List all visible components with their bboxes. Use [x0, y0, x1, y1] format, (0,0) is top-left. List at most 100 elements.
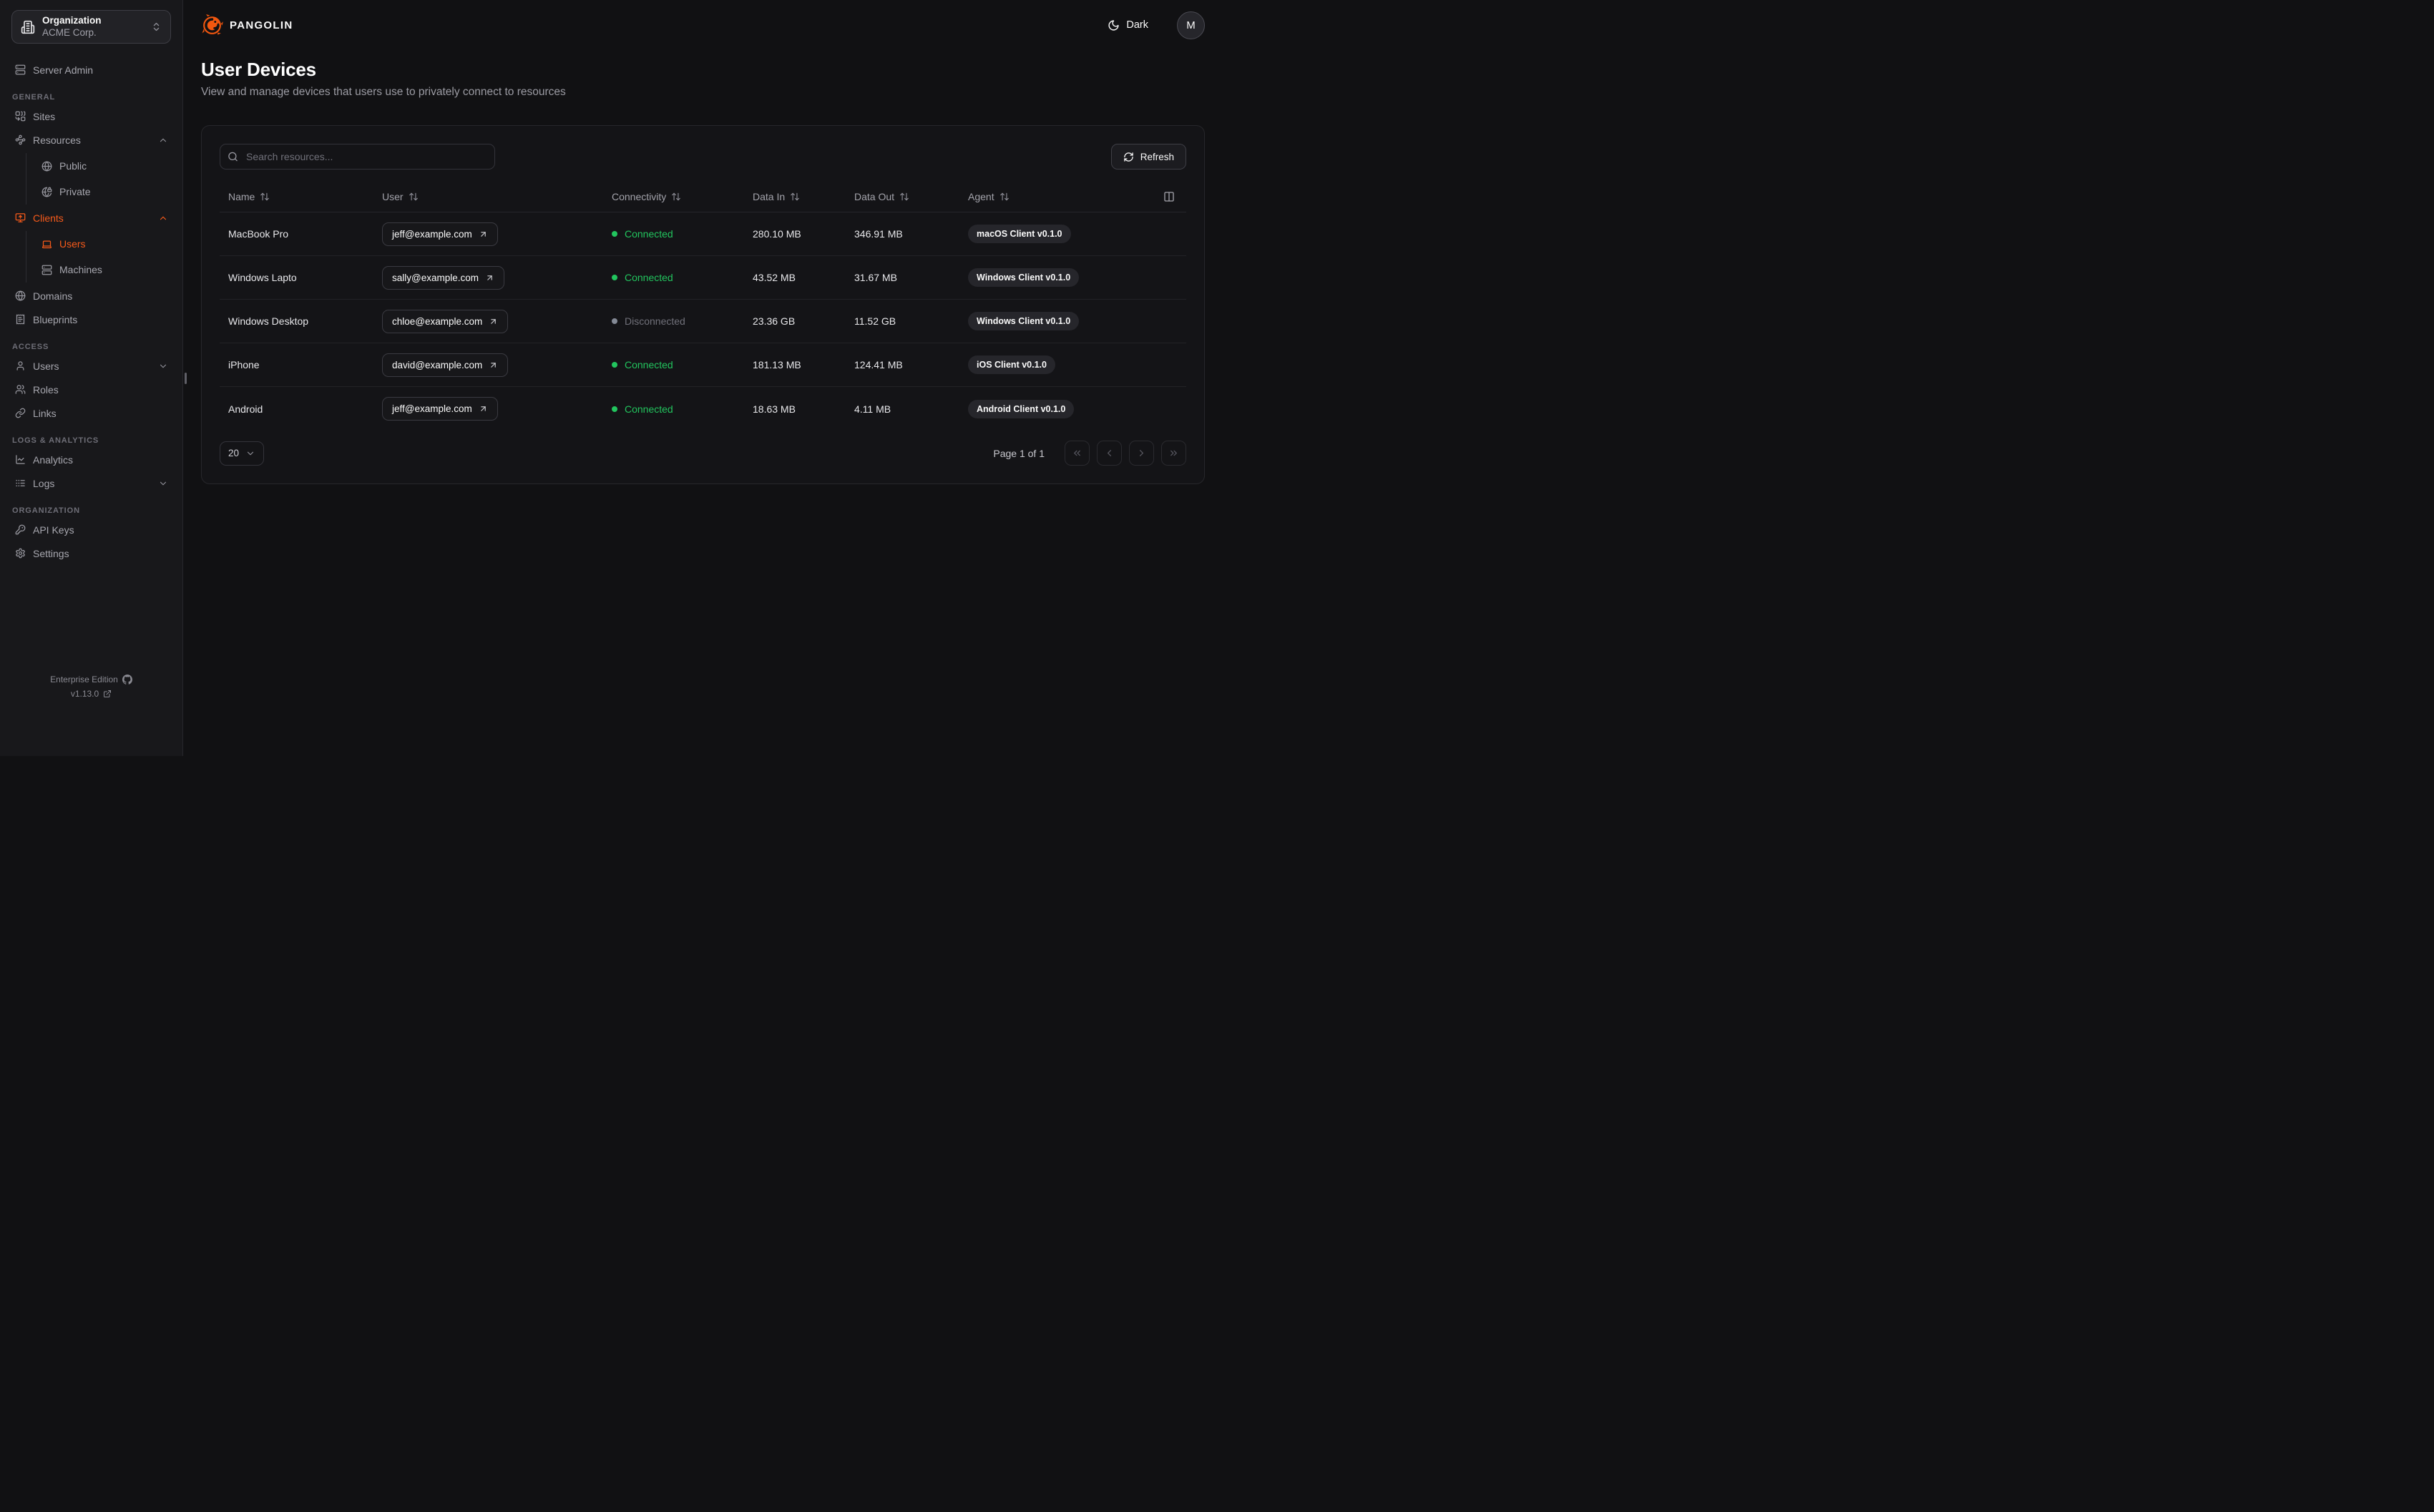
sidebar-item-clients[interactable]: Clients [11, 206, 171, 230]
sidebar-item-label: Analytics [33, 453, 74, 466]
column-label: Data Out [854, 190, 895, 202]
sidebar-item-sites[interactable]: Sites [11, 104, 171, 128]
org-selector[interactable]: Organization ACME Corp. [11, 10, 171, 44]
sidebar-footer: Enterprise Edition v1.13.0 [11, 674, 171, 699]
logs-icon [15, 478, 26, 489]
sort-icon [409, 192, 419, 202]
user-link-button[interactable]: jeff@example.com [382, 222, 498, 246]
gear-icon [15, 548, 26, 559]
sidebar-item-label: Domains [33, 290, 73, 302]
sidebar-item-private[interactable]: Private [26, 179, 171, 205]
sidebar-item-client-users[interactable]: Users [26, 231, 171, 257]
pagination-controls: Page 1 of 1 [993, 441, 1186, 466]
pangolin-logo-icon [201, 14, 223, 36]
user-icon [15, 360, 26, 371]
github-icon[interactable] [122, 674, 132, 684]
chevrons-left-icon [1072, 448, 1082, 458]
card-toolbar: Refresh [220, 144, 1186, 170]
status-dot-icon [612, 275, 617, 280]
page-size-value: 20 [228, 448, 240, 458]
column-header-name[interactable]: Name [220, 191, 373, 202]
device-name: Windows Lapto [228, 272, 297, 283]
org-current-value: ACME Corp. [42, 26, 97, 38]
chevron-down-icon [158, 361, 168, 371]
sidebar-item-label: Clients [33, 212, 64, 224]
sort-icon [260, 192, 270, 202]
status-label: Disconnected [625, 315, 685, 327]
chevron-up-icon [158, 135, 168, 145]
status-label: Connected [625, 228, 673, 240]
column-header-data-in[interactable]: Data In [744, 191, 846, 202]
sidebar: Organization ACME Corp. Server Admin GEN… [0, 0, 183, 756]
agent-badge: macOS Client v0.1.0 [968, 225, 1071, 243]
page-size-select[interactable]: 20 [220, 441, 264, 466]
agent-badge: iOS Client v0.1.0 [968, 355, 1055, 374]
sidebar-item-label: Resources [33, 134, 81, 146]
column-label: User [382, 190, 404, 202]
sidebar-item-users[interactable]: Users [11, 354, 171, 378]
brand[interactable]: PANGOLIN [201, 14, 293, 36]
arrow-up-right-icon [489, 360, 498, 370]
user-link-button[interactable]: chloe@example.com [382, 309, 509, 333]
sidebar-item-links[interactable]: Links [11, 401, 171, 425]
theme-label: Dark [1126, 19, 1148, 31]
sidebar-item-settings[interactable]: Settings [11, 541, 171, 565]
sort-icon [790, 192, 800, 202]
column-header-data-out[interactable]: Data Out [846, 191, 959, 202]
user-email: david@example.com [392, 359, 483, 370]
sidebar-item-machines[interactable]: Machines [26, 257, 171, 283]
sidebar-item-resources[interactable]: Resources [11, 128, 171, 152]
user-link-button[interactable]: jeff@example.com [382, 397, 498, 421]
status-dot-icon [612, 362, 617, 368]
next-page-button[interactable] [1129, 441, 1154, 466]
section-label-general: GENERAL [12, 93, 56, 102]
agent-badge: Windows Client v0.1.0 [968, 268, 1080, 287]
sidebar-item-label: Public [59, 160, 87, 172]
table-row: iPhone david@example.com Connected 181.1… [220, 343, 1186, 387]
external-link-icon[interactable] [103, 689, 112, 698]
sort-icon [899, 192, 909, 202]
agent-badge: Android Client v0.1.0 [968, 399, 1075, 418]
section-label-logs-analytics: LOGS & ANALYTICS [12, 436, 99, 445]
first-page-button[interactable] [1065, 441, 1090, 466]
sidebar-item-label: Users [59, 238, 86, 250]
sidebar-item-label: Roles [33, 383, 59, 396]
theme-toggle[interactable]: Dark [1108, 19, 1148, 31]
sidebar-scrollbar-thumb[interactable] [185, 373, 187, 384]
sidebar-item-server-admin[interactable]: Server Admin [11, 58, 171, 82]
chevron-right-icon [1136, 448, 1147, 458]
status-badge: Connected [603, 228, 744, 240]
data-out-value: 11.52 GB [854, 315, 896, 327]
last-page-button[interactable] [1161, 441, 1186, 466]
refresh-button[interactable]: Refresh [1110, 144, 1186, 170]
sidebar-item-public[interactable]: Public [26, 153, 171, 179]
status-dot-icon [612, 231, 617, 237]
main-area: PANGOLIN Dark M User Devices View and ma… [183, 0, 1217, 756]
sidebar-item-label: API Keys [33, 524, 74, 536]
previous-page-button[interactable] [1097, 441, 1122, 466]
sidebar-item-api-keys[interactable]: API Keys [11, 518, 171, 541]
chevron-down-icon [245, 448, 255, 458]
user-link-button[interactable]: sally@example.com [382, 265, 504, 290]
sidebar-item-roles[interactable]: Roles [11, 378, 171, 401]
avatar[interactable]: M [1177, 11, 1205, 39]
chevrons-right-icon [1168, 448, 1179, 458]
user-link-button[interactable]: david@example.com [382, 353, 509, 377]
sidebar-item-analytics[interactable]: Analytics [11, 448, 171, 471]
column-header-agent[interactable]: Agent [959, 191, 1155, 202]
sidebar-item-blueprints[interactable]: Blueprints [11, 308, 171, 331]
sidebar-item-domains[interactable]: Domains [11, 284, 171, 308]
column-header-connectivity[interactable]: Connectivity [603, 191, 744, 202]
sidebar-item-label: Blueprints [33, 313, 78, 325]
search-input[interactable] [220, 144, 495, 170]
table-row: Android jeff@example.com Connected 18.63… [220, 387, 1186, 431]
sidebar-item-label: Settings [33, 547, 69, 559]
page-title: User Devices [201, 59, 316, 80]
version-label: v1.13.0 [70, 689, 99, 699]
moon-icon [1108, 19, 1120, 31]
sidebar-item-logs[interactable]: Logs [11, 471, 171, 495]
sidebar-item-label: Links [33, 407, 57, 419]
column-settings-button[interactable] [1155, 191, 1186, 202]
data-in-value: 23.36 GB [753, 315, 796, 327]
column-header-user[interactable]: User [373, 191, 603, 202]
